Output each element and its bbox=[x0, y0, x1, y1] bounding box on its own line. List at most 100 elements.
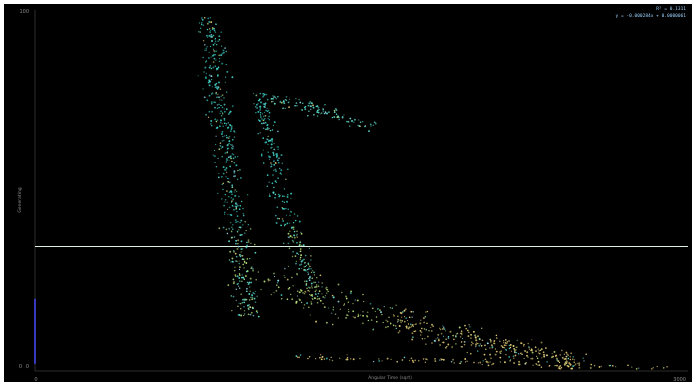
data-point bbox=[421, 338, 424, 340]
data-point bbox=[385, 319, 387, 321]
data-point bbox=[230, 127, 233, 130]
data-point bbox=[313, 281, 315, 284]
data-point bbox=[434, 358, 436, 360]
x-tick-right: 3000 bbox=[673, 377, 686, 383]
data-point bbox=[224, 169, 226, 171]
data-point bbox=[203, 96, 206, 99]
data-point bbox=[221, 155, 223, 158]
data-point bbox=[308, 356, 311, 358]
data-point bbox=[310, 105, 313, 108]
data-point bbox=[322, 111, 324, 113]
data-point bbox=[280, 173, 282, 176]
data-point bbox=[301, 259, 304, 262]
data-point bbox=[223, 139, 225, 142]
data-point bbox=[275, 170, 277, 172]
data-point bbox=[224, 47, 226, 49]
data-point bbox=[215, 86, 218, 88]
data-point bbox=[213, 29, 216, 32]
data-point bbox=[635, 368, 638, 370]
data-point bbox=[478, 337, 481, 340]
data-point bbox=[206, 46, 208, 48]
data-point bbox=[566, 359, 568, 361]
data-point bbox=[205, 60, 208, 62]
data-point bbox=[215, 120, 218, 123]
data-point bbox=[377, 308, 379, 310]
data-point bbox=[309, 100, 311, 103]
data-point bbox=[296, 105, 298, 107]
data-point bbox=[221, 131, 224, 133]
data-point bbox=[214, 31, 217, 33]
data-point bbox=[291, 226, 293, 228]
data-point bbox=[404, 308, 407, 311]
data-point bbox=[289, 98, 291, 100]
data-point bbox=[231, 153, 234, 155]
data-point bbox=[221, 45, 223, 47]
data-point bbox=[424, 338, 426, 340]
data-point bbox=[227, 122, 230, 124]
data-point bbox=[205, 77, 207, 79]
data-point bbox=[237, 242, 239, 245]
data-point bbox=[311, 294, 313, 296]
data-point bbox=[273, 272, 275, 275]
data-point bbox=[272, 124, 274, 126]
data-point bbox=[247, 224, 249, 226]
data-point bbox=[228, 196, 230, 198]
data-point bbox=[268, 195, 271, 198]
data-point bbox=[277, 177, 279, 179]
data-point bbox=[346, 357, 349, 359]
data-point bbox=[349, 117, 352, 120]
data-point bbox=[233, 191, 235, 193]
data-point bbox=[197, 75, 199, 77]
data-point bbox=[226, 91, 228, 93]
data-point bbox=[515, 351, 518, 354]
data-point bbox=[508, 347, 511, 350]
data-point bbox=[543, 353, 545, 356]
data-point bbox=[499, 356, 502, 359]
data-point bbox=[232, 157, 235, 160]
data-point bbox=[487, 364, 490, 367]
data-point bbox=[308, 267, 310, 270]
data-point bbox=[239, 287, 241, 289]
data-point bbox=[318, 297, 321, 300]
data-point bbox=[359, 314, 362, 316]
data-point bbox=[210, 123, 212, 125]
data-point bbox=[493, 340, 496, 342]
data-point bbox=[268, 193, 271, 195]
data-point bbox=[215, 143, 217, 146]
data-point bbox=[494, 348, 497, 350]
data-point bbox=[230, 197, 232, 199]
data-point bbox=[326, 321, 328, 324]
data-point bbox=[295, 355, 298, 357]
data-point bbox=[241, 298, 244, 301]
data-point bbox=[539, 349, 542, 352]
data-point bbox=[315, 358, 317, 360]
data-point bbox=[381, 313, 383, 316]
data-point bbox=[446, 345, 448, 348]
data-point bbox=[209, 45, 212, 48]
data-point bbox=[384, 326, 387, 329]
data-point bbox=[526, 351, 529, 354]
data-point bbox=[210, 56, 212, 58]
data-point bbox=[386, 357, 389, 360]
data-point bbox=[503, 344, 506, 347]
data-point bbox=[509, 359, 511, 362]
data-point bbox=[308, 286, 310, 288]
data-point bbox=[420, 319, 422, 321]
data-point bbox=[337, 283, 340, 286]
data-point bbox=[319, 113, 321, 115]
data-point bbox=[347, 120, 350, 123]
data-point bbox=[530, 348, 533, 350]
data-point bbox=[214, 149, 216, 152]
data-point bbox=[332, 296, 335, 299]
data-point bbox=[231, 236, 233, 239]
data-point bbox=[238, 262, 240, 265]
data-point bbox=[352, 302, 354, 305]
data-point bbox=[346, 354, 348, 356]
data-point bbox=[558, 367, 561, 370]
data-point bbox=[268, 115, 270, 118]
data-point bbox=[210, 33, 213, 36]
data-point bbox=[567, 365, 570, 368]
data-point bbox=[460, 341, 463, 343]
data-point bbox=[502, 340, 505, 342]
data-point bbox=[412, 311, 414, 313]
